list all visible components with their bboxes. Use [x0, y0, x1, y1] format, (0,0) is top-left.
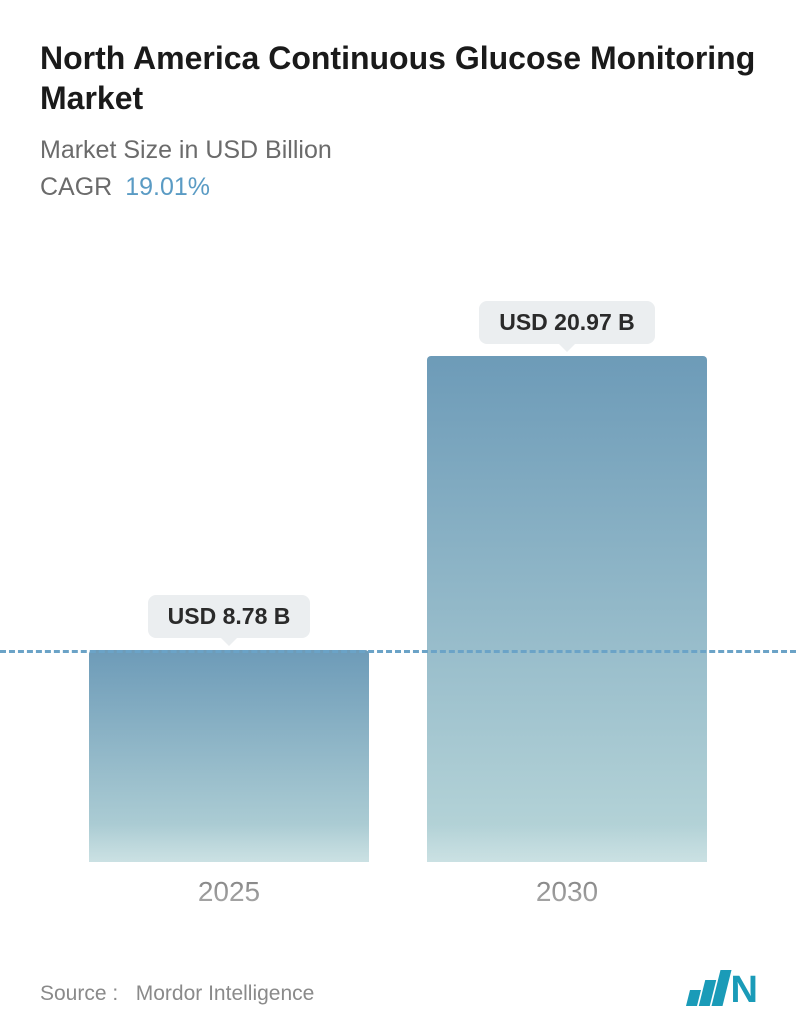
reference-dashed-line — [0, 650, 796, 653]
logo-n-icon: N — [731, 974, 756, 1006]
bar-group-2030: USD 20.97 B — [427, 301, 707, 862]
mordor-logo-icon: N — [688, 970, 756, 1006]
footer: Source : Mordor Intelligence N — [40, 970, 756, 1006]
year-label-2025: 2025 — [89, 876, 369, 908]
chart-title: North America Continuous Glucose Monitor… — [40, 38, 756, 118]
logo-bars-icon — [688, 970, 727, 1006]
chart-area: USD 8.78 B USD 20.97 B 2025 2030 — [40, 232, 756, 912]
bar-2025 — [89, 650, 369, 862]
bar-group-2025: USD 8.78 B — [89, 595, 369, 862]
chart-subtitle: Market Size in USD Billion — [40, 136, 756, 165]
bars-container: USD 8.78 B USD 20.97 B — [40, 232, 756, 862]
cagr-label: CAGR — [40, 173, 112, 201]
source-label: Source : — [40, 982, 118, 1005]
bar-2030 — [427, 356, 707, 862]
value-label-2030: USD 20.97 B — [479, 301, 655, 344]
source-name: Mordor Intelligence — [136, 982, 315, 1005]
cagr-line: CAGR 19.01% — [40, 173, 756, 202]
year-label-2030: 2030 — [427, 876, 707, 908]
cagr-value: 19.01% — [125, 173, 210, 201]
source-text: Source : Mordor Intelligence — [40, 982, 314, 1006]
value-label-2025: USD 8.78 B — [148, 595, 311, 638]
